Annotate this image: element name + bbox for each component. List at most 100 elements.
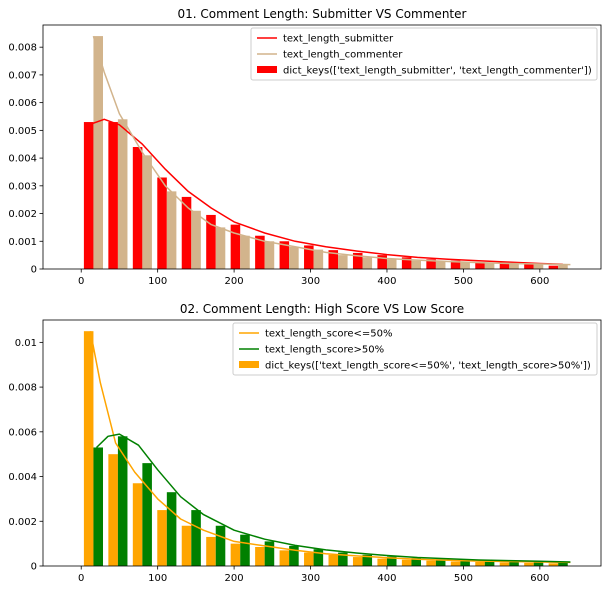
bar-2-6 bbox=[215, 227, 226, 269]
y-tick-label-1: 0.001 bbox=[8, 237, 37, 248]
plot-frame bbox=[42, 24, 602, 270]
bar-1-9 bbox=[279, 241, 290, 269]
bar-1-14 bbox=[401, 257, 412, 269]
bar-1-8 bbox=[255, 546, 265, 566]
bar-2-12 bbox=[362, 257, 373, 269]
bar-1-17 bbox=[475, 561, 485, 566]
bar-2-14 bbox=[411, 558, 421, 566]
x-tick-label-400: 400 bbox=[377, 276, 396, 287]
y-tick-label-7: 0.007 bbox=[8, 70, 37, 81]
bar-2-19 bbox=[533, 264, 544, 269]
bar-1-9 bbox=[279, 550, 290, 566]
bar-2-2 bbox=[117, 119, 128, 269]
bar-1-3 bbox=[132, 483, 143, 566]
bar-1-11 bbox=[328, 554, 339, 566]
legend-label-1: text_length_submitter bbox=[283, 34, 394, 45]
bar-1-13 bbox=[377, 558, 387, 566]
bar-2-4 bbox=[166, 191, 177, 269]
bar-2-6 bbox=[215, 525, 226, 566]
bar-2-1 bbox=[93, 447, 104, 566]
bar-2-15 bbox=[435, 261, 446, 269]
bar-1-20 bbox=[548, 265, 559, 269]
bar-2-10 bbox=[313, 249, 324, 269]
bar-2-12 bbox=[362, 554, 373, 566]
x-tick-label-300: 300 bbox=[301, 573, 320, 584]
bar-1-19 bbox=[524, 264, 534, 269]
line-text_length_score<=50% bbox=[89, 331, 571, 564]
bar-2-16 bbox=[460, 560, 470, 566]
x-tick-label-0: 0 bbox=[78, 276, 84, 287]
bar-2-8 bbox=[264, 241, 275, 269]
x-tick-label-600: 600 bbox=[530, 573, 549, 584]
bar-1-6 bbox=[206, 536, 216, 566]
bar-2-13 bbox=[386, 259, 397, 269]
y-tick-label-2: 0.004 bbox=[8, 472, 37, 483]
bar-1-17 bbox=[475, 262, 485, 269]
chart-title: 02. Comment Length: High Score VS Low Sc… bbox=[180, 302, 464, 316]
bar-2-18 bbox=[509, 561, 519, 566]
bar-2-14 bbox=[411, 260, 421, 269]
x-tick-label-300: 300 bbox=[301, 276, 320, 287]
bar-1-12 bbox=[352, 557, 363, 566]
x-tick-label-100: 100 bbox=[148, 573, 167, 584]
bar-1-15 bbox=[426, 560, 436, 566]
y-tick-label-3: 0.003 bbox=[8, 181, 37, 192]
bar-2-7 bbox=[240, 235, 250, 269]
bar-1-7 bbox=[230, 224, 241, 269]
bar-2-20 bbox=[558, 562, 568, 566]
bar-1-19 bbox=[524, 562, 534, 566]
bar-2-15 bbox=[435, 559, 446, 566]
legend-box bbox=[232, 322, 598, 376]
y-tick-label-4: 0.004 bbox=[8, 154, 37, 165]
y-tick-label-6: 0.006 bbox=[8, 98, 37, 109]
y-tick-label-0: 0 bbox=[31, 265, 37, 276]
legend-label-3: dict_keys(['text_length_submitter', 'tex… bbox=[283, 66, 592, 77]
x-tick-label-600: 600 bbox=[530, 276, 549, 287]
bar-2-8 bbox=[264, 541, 275, 566]
bar-2-10 bbox=[313, 549, 324, 566]
bar-1-13 bbox=[377, 255, 387, 269]
x-tick-label-200: 200 bbox=[225, 573, 244, 584]
bar-2-11 bbox=[338, 255, 348, 269]
bar-2-11 bbox=[338, 552, 348, 566]
legend: text_length_score<=50% text_length_score>… bbox=[232, 322, 598, 376]
y-tick-label-5: 0.01 bbox=[15, 338, 37, 349]
chart-panel-2: 02. Comment Length: High Score VS Low Sc… bbox=[8, 302, 602, 584]
y-tick-label-5: 0.005 bbox=[8, 126, 37, 137]
bar-1-5 bbox=[181, 196, 192, 269]
bar-1-16 bbox=[450, 260, 461, 269]
chart-title: 01. Comment Length: Submitter VS Comment… bbox=[178, 7, 467, 21]
bar-2-5 bbox=[191, 210, 201, 269]
bar-2-9 bbox=[289, 545, 299, 566]
bar-2-2 bbox=[117, 436, 128, 566]
line-text_length_score>50% bbox=[95, 433, 571, 563]
bar-2-18 bbox=[509, 263, 519, 269]
x-tick-label-500: 500 bbox=[454, 573, 473, 584]
y-tick-label-2: 0.002 bbox=[8, 209, 37, 220]
bar-1-2 bbox=[108, 122, 118, 269]
y-tick-label-3: 0.006 bbox=[8, 427, 37, 438]
line-text_length_submitter bbox=[88, 118, 563, 266]
bar-2-9 bbox=[289, 246, 299, 269]
legend-label-3: dict_keys(['text_length_score<=50%', 'te… bbox=[265, 361, 591, 372]
bar-1-12 bbox=[352, 252, 363, 269]
plot-frame bbox=[42, 319, 602, 567]
legend-swatch-3 bbox=[257, 66, 277, 73]
line-text_length_commenter bbox=[92, 35, 571, 266]
bar-2-4 bbox=[166, 492, 177, 566]
legend-label-2: text_length_score>50% bbox=[265, 345, 384, 356]
bar-1-8 bbox=[255, 235, 265, 269]
bar-2-17 bbox=[484, 560, 495, 566]
bar-1-10 bbox=[304, 552, 314, 566]
bar-2-3 bbox=[142, 155, 152, 269]
bar-2-13 bbox=[386, 556, 397, 566]
bar-1-1 bbox=[83, 122, 94, 269]
bar-2-16 bbox=[460, 262, 470, 269]
bar-2-1 bbox=[93, 36, 104, 269]
chart-panel-1: 01. Comment Length: Submitter VS Comment… bbox=[8, 7, 602, 287]
bar-1-14 bbox=[401, 559, 412, 566]
y-tick-label-4: 0.008 bbox=[8, 383, 37, 394]
bar-2-20 bbox=[558, 264, 568, 269]
legend: text_length_submitter text_length_comment… bbox=[250, 27, 598, 81]
